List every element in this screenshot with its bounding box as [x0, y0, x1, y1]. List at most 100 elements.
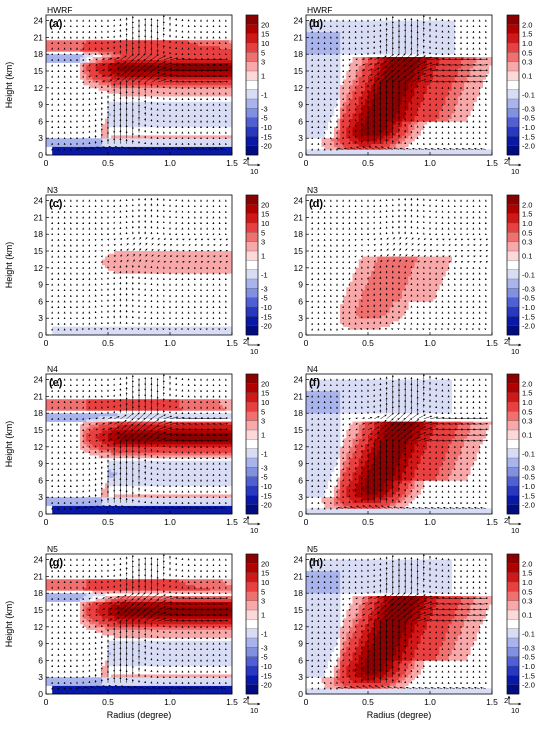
heatmap-cell [386, 51, 390, 55]
heatmap-cell [380, 65, 384, 69]
heatmap-cell [405, 110, 409, 114]
heatmap-cell [312, 65, 316, 69]
colorbar-tick-label: 3 [261, 58, 265, 67]
heatmap-cell [306, 43, 310, 47]
heatmap-cell [343, 90, 347, 94]
heatmap-cell [358, 71, 363, 75]
heatmap-cell [163, 87, 168, 91]
heatmap-cell [309, 82, 313, 86]
heatmap-cell [445, 37, 449, 41]
heatmap-cell [222, 54, 227, 58]
heatmap-cell [145, 85, 149, 89]
heatmap-cell [163, 121, 168, 125]
heatmap-cell [52, 141, 56, 145]
heatmap-cell [120, 45, 124, 49]
heatmap-cell [361, 26, 366, 30]
heatmap-cell [194, 43, 199, 47]
heatmap-cell [333, 65, 338, 69]
heatmap-cell [201, 124, 205, 128]
heatmap-cell [309, 31, 313, 35]
heatmap-cell [327, 82, 332, 86]
heatmap-cell [464, 115, 468, 119]
heatmap-cell [324, 90, 328, 94]
heatmap-cell [324, 143, 328, 147]
heatmap-cell [399, 113, 403, 117]
heatmap-cell [194, 104, 199, 108]
heatmap-cell [374, 121, 378, 125]
heatmap-cell [170, 118, 174, 122]
heatmap-cell [361, 141, 366, 145]
heatmap-cell [108, 146, 112, 150]
heatmap-cell [179, 115, 183, 119]
heatmap-cell [333, 87, 338, 91]
heatmap-cell [315, 37, 319, 41]
heatmap-cell [126, 121, 130, 125]
heatmap-cell [73, 54, 78, 58]
heatmap-cell [330, 54, 335, 58]
heatmap-cell [448, 113, 452, 117]
heatmap-cell [170, 110, 174, 114]
heatmap-cell [148, 138, 152, 142]
heatmap-cell [327, 104, 332, 108]
heatmap-cell [361, 118, 366, 122]
heatmap-cell [395, 71, 400, 75]
heatmap-cell [346, 143, 350, 147]
heatmap-cell [120, 71, 124, 75]
heatmap-cell [374, 135, 378, 139]
heatmap-cell [467, 96, 471, 100]
heatmap-cell [145, 110, 149, 114]
heatmap-cell [423, 20, 428, 24]
heatmap-cell [104, 59, 109, 63]
heatmap-cell [423, 87, 428, 91]
heatmap-cell [321, 43, 325, 47]
heatmap-cell [157, 104, 161, 108]
heatmap-cell [451, 82, 456, 86]
heatmap-cell [86, 73, 90, 77]
heatmap-cell [222, 149, 227, 153]
heatmap-cell [402, 121, 406, 125]
heatmap-cell [454, 71, 459, 75]
heatmap-cell [330, 146, 335, 150]
heatmap-cell [145, 121, 149, 125]
heatmap-cell [445, 26, 449, 30]
heatmap-cell [154, 121, 158, 125]
heatmap-cell [108, 59, 112, 63]
colorbar-tick-label: 1 [261, 72, 265, 81]
heatmap-cell [49, 54, 53, 58]
heatmap-cell [222, 121, 227, 125]
heatmap-cell [126, 90, 130, 94]
heatmap-cell [173, 65, 177, 69]
y-tick-label: 24 [34, 16, 44, 26]
heatmap-cell [330, 82, 335, 86]
heatmap-cell [405, 29, 409, 33]
heatmap-cell [157, 146, 161, 150]
heatmap-cell [327, 43, 332, 47]
heatmap-cell [321, 71, 325, 75]
heatmap-cell [101, 65, 106, 69]
heatmap-cell [163, 141, 168, 145]
heatmap-cell [312, 135, 316, 139]
heatmap-cell [77, 138, 81, 142]
heatmap-cell [417, 118, 421, 122]
heatmap-cell [395, 138, 400, 142]
heatmap-cell [430, 93, 434, 97]
heatmap-cell [201, 146, 205, 150]
heatmap-cell [219, 76, 223, 80]
heatmap-cell [461, 65, 465, 69]
heatmap-cell [417, 93, 421, 97]
heatmap-cell [337, 23, 341, 27]
heatmap-cell [312, 76, 316, 80]
heatmap-cell [451, 71, 456, 75]
heatmap-cell [420, 110, 425, 114]
heatmap-cell [355, 115, 359, 119]
heatmap-cell [340, 48, 344, 52]
heatmap-cell [461, 107, 465, 111]
heatmap-cell [64, 146, 68, 150]
heatmap-cell [392, 40, 397, 44]
heatmap-cell [139, 146, 143, 150]
heatmap-cell [380, 34, 384, 38]
heatmap-cell [346, 20, 350, 24]
heatmap-cell [111, 65, 115, 69]
heatmap-cell [58, 141, 62, 145]
